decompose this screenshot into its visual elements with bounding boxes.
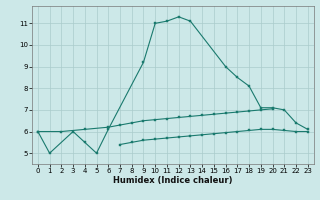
X-axis label: Humidex (Indice chaleur): Humidex (Indice chaleur) — [113, 176, 233, 185]
